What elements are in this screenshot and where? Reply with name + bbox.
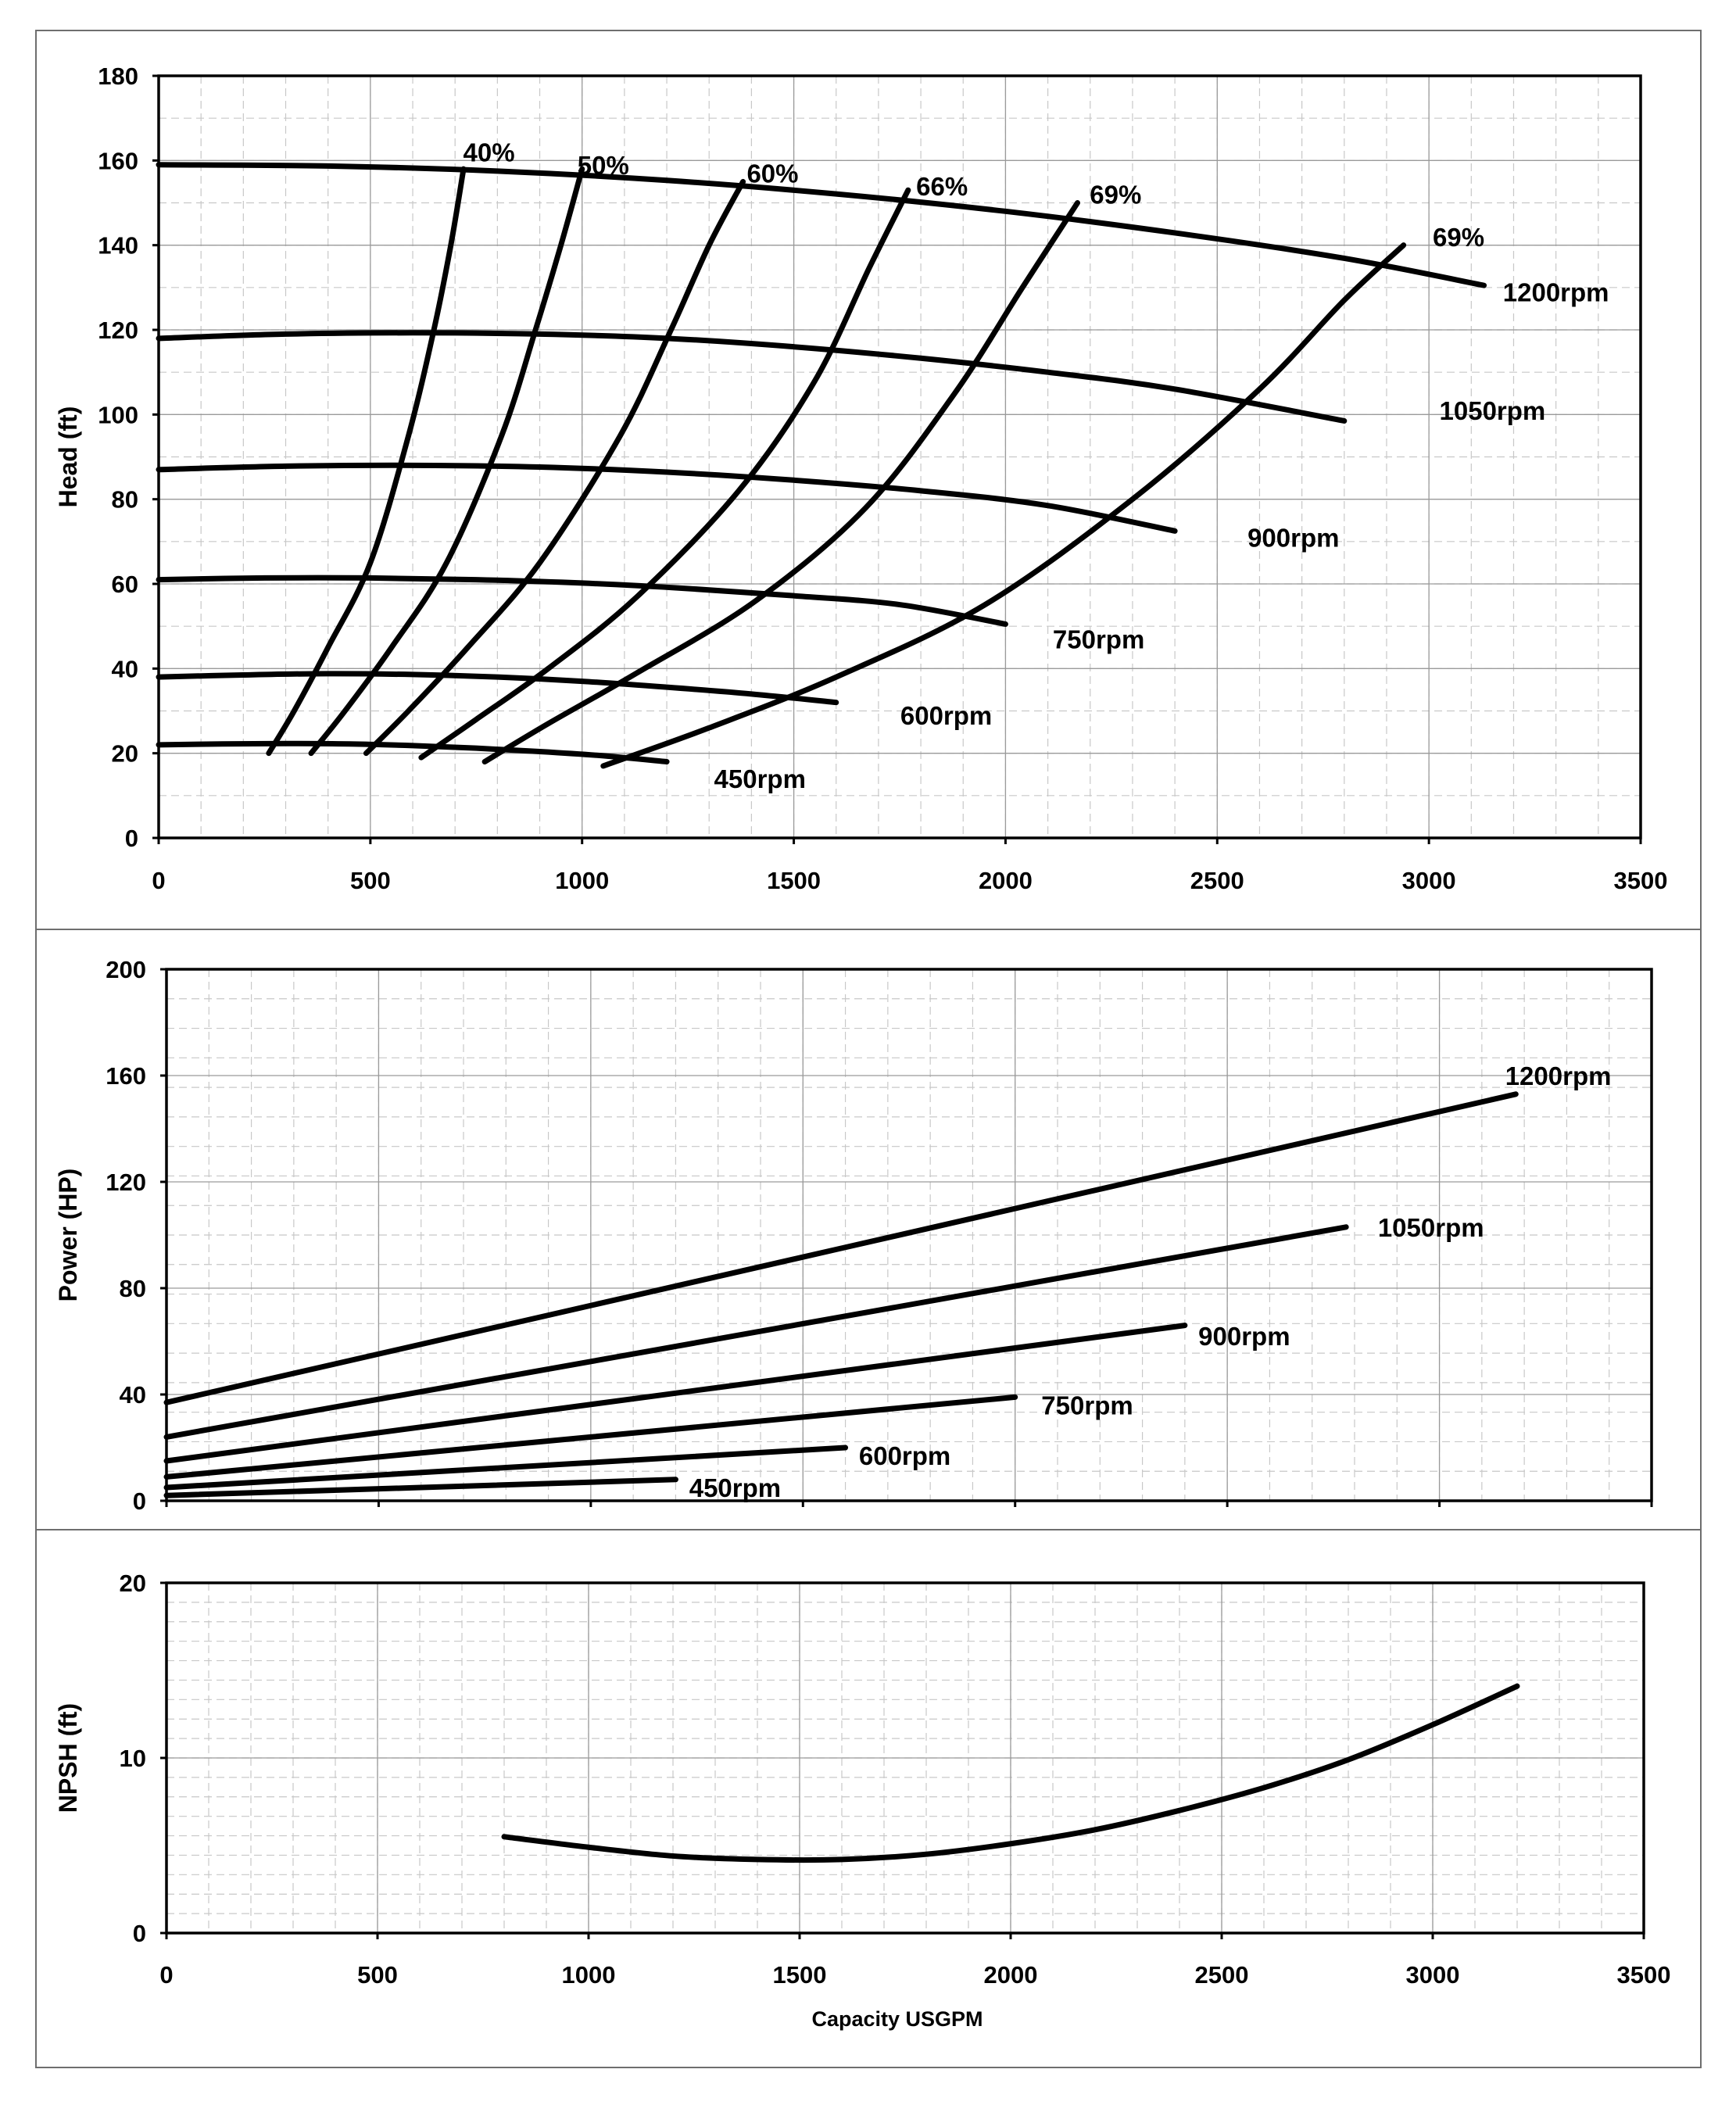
y-tick-label: 40 — [112, 655, 138, 682]
curve-label-69: 69% — [1433, 223, 1484, 252]
plot-area — [157, 74, 1642, 839]
curve-label-1050rpm: 1050rpm — [1378, 1213, 1484, 1242]
series-line-1200rpm-0 — [156, 162, 1487, 288]
head-chart-frame — [35, 30, 1702, 932]
curve-label-69: 69% — [1090, 181, 1141, 209]
power-chart-frame — [35, 929, 1702, 1532]
curve-label-1050rpm: 1050rpm — [1440, 396, 1546, 425]
x-tick-label: 0 — [159, 1961, 173, 1989]
series-line-450rpm-5 — [156, 740, 670, 764]
series-line-50-7 — [308, 166, 585, 757]
y-tick-label: 80 — [112, 486, 138, 514]
series-line-npsh-0 — [501, 1683, 1520, 1863]
y-tick-label: 100 — [98, 401, 138, 428]
x-tick-label: 2500 — [1195, 1961, 1249, 1989]
series-line-900rpm-2 — [156, 462, 1178, 534]
y-tick-label: 80 — [120, 1275, 146, 1302]
x-tick-label: 2500 — [1190, 867, 1244, 894]
y-axis-title: NPSH (ft) — [54, 1703, 82, 1813]
x-tick-label: 1500 — [767, 867, 821, 894]
y-tick-label: 0 — [133, 1920, 146, 1947]
y-tick-label: 120 — [106, 1169, 146, 1196]
series-line-69-11 — [600, 242, 1407, 769]
series-line-1200rpm-0 — [163, 1091, 1519, 1405]
y-axis-title: Head (ft) — [54, 406, 82, 508]
curve-label-750rpm: 750rpm — [1053, 625, 1144, 653]
curve-label-1200rpm: 1200rpm — [1505, 1061, 1612, 1090]
x-tick-label: 2000 — [979, 867, 1033, 894]
x-tick-label: 3500 — [1617, 1961, 1671, 1989]
series-line-750rpm-3 — [156, 575, 1008, 627]
y-tick-label: 60 — [112, 571, 138, 598]
curve-label-600rpm: 600rpm — [859, 1441, 950, 1470]
series-line-1050rpm-1 — [163, 1224, 1349, 1440]
y-tick-label: 160 — [106, 1062, 146, 1090]
chart-1: 0 20 40 60 80 100 120 140 160 180 0 500 1000 1500 2000… — [54, 63, 1667, 894]
series-line-450rpm-5 — [163, 1477, 678, 1498]
curve-label-450rpm: 450rpm — [714, 764, 806, 793]
x-tick-label: 3000 — [1406, 1961, 1460, 1989]
y-tick-label: 200 — [106, 956, 146, 983]
curve-label-66: 66% — [916, 172, 968, 201]
series-group — [156, 162, 1487, 769]
curve-label-40: 40% — [464, 138, 515, 167]
series-line-69-10 — [481, 200, 1081, 764]
x-tick-label: 0 — [152, 867, 165, 894]
y-tick-label: 20 — [112, 740, 138, 768]
curve-label-900rpm: 900rpm — [1247, 523, 1339, 552]
curve-label-750rpm: 750rpm — [1041, 1391, 1133, 1420]
x-tick-label: 500 — [350, 867, 391, 894]
x-tick-label: 3000 — [1402, 867, 1456, 894]
series-line-600rpm-4 — [163, 1445, 849, 1491]
curve-label-1200rpm: 1200rpm — [1503, 277, 1609, 306]
y-tick-label: 10 — [120, 1745, 146, 1772]
curve-label-50: 50% — [578, 151, 629, 180]
chart-2: 0 40 80 120 160 200 Power (HP) 1200rpm 1050rpm 90… — [54, 956, 1653, 1515]
series-group — [163, 1091, 1519, 1498]
y-tick-label: 20 — [120, 1570, 146, 1597]
y-tick-label: 140 — [98, 232, 138, 260]
x-tick-label: 500 — [357, 1961, 398, 1989]
y-tick-label: 180 — [98, 63, 138, 90]
y-tick-label: 120 — [98, 317, 138, 344]
series-line-900rpm-2 — [163, 1323, 1188, 1464]
curve-label-900rpm: 900rpm — [1198, 1322, 1290, 1351]
grid — [166, 1582, 1645, 1934]
y-tick-label: 40 — [120, 1381, 146, 1409]
series-group — [501, 1683, 1520, 1863]
chart-3: 0 10 20 0 500 1000 1500 2000 2500 3000 3500 NPSH (f… — [54, 1570, 1670, 2031]
series-line-1050rpm-1 — [156, 330, 1348, 424]
x-tick-label: 1000 — [555, 867, 609, 894]
plot-area — [165, 968, 1653, 1502]
y-tick-label: 0 — [133, 1487, 146, 1515]
curve-label-600rpm: 600rpm — [900, 701, 992, 730]
series-line-40-6 — [266, 166, 467, 757]
curve-label-450rpm: 450rpm — [689, 1473, 781, 1502]
y-tick-label: 0 — [125, 825, 138, 852]
x-tick-label: 1000 — [562, 1961, 616, 1989]
npsh-chart-frame — [35, 1529, 1702, 2068]
y-tick-label: 160 — [98, 147, 138, 174]
x-tick-label: 2000 — [984, 1961, 1038, 1989]
y-axis-title: Power (HP) — [54, 1169, 82, 1302]
series-line-66-9 — [418, 187, 911, 761]
curve-label-60: 60% — [746, 159, 798, 188]
series-line-750rpm-3 — [163, 1394, 1018, 1480]
x-tick-label: 1500 — [773, 1961, 827, 1989]
series-line-60-8 — [363, 178, 746, 757]
series-line-600rpm-4 — [156, 671, 839, 706]
x-axis-title: Capacity USGPM — [811, 2007, 983, 2031]
x-tick-label: 3500 — [1614, 867, 1668, 894]
